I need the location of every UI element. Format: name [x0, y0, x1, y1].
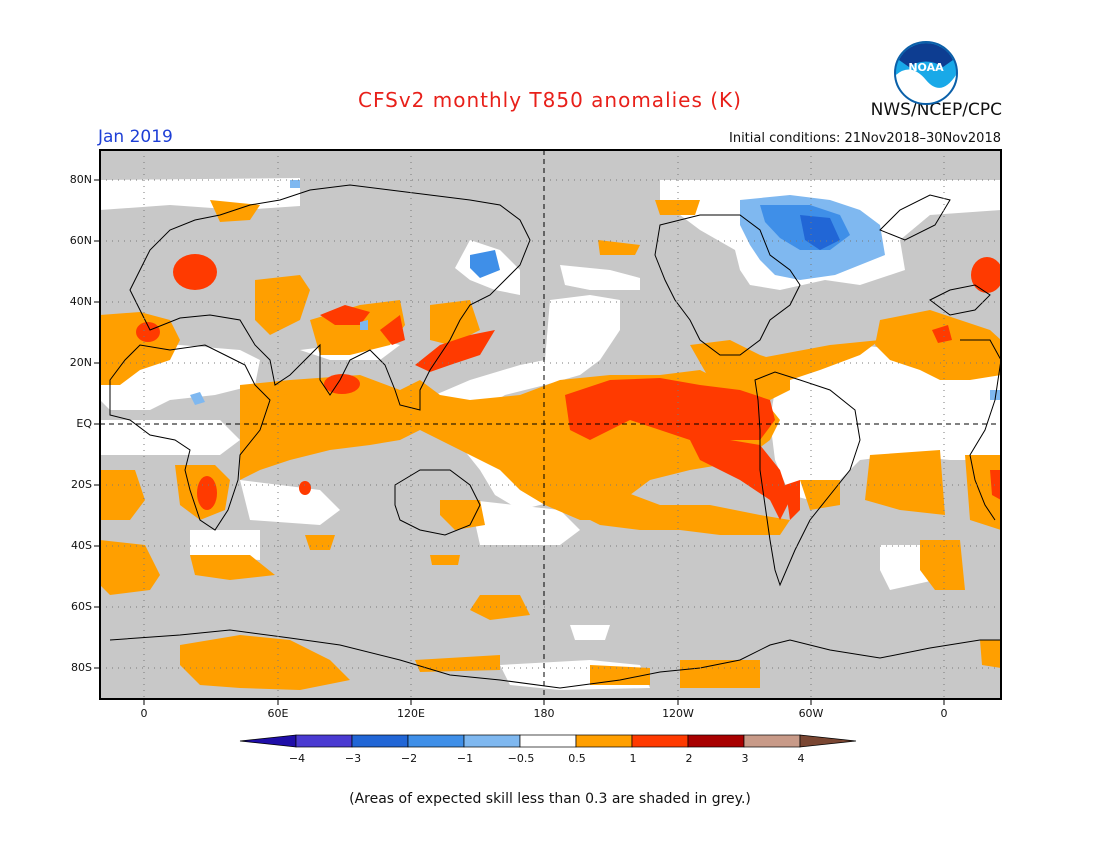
colorbar-swatch	[519, 734, 577, 748]
lon-label: 180	[533, 707, 555, 720]
skill-footnote: (Areas of expected skill less than 0.3 a…	[349, 791, 751, 807]
lat-label: 80S	[71, 661, 92, 674]
colorbar-tick-label: −2	[400, 752, 418, 765]
lat-label: 20N	[69, 356, 92, 369]
map-field	[100, 150, 1001, 699]
colorbar-swatch	[575, 734, 633, 748]
coastlines	[109, 184, 1001, 689]
noaa-logo: NOAA	[894, 41, 958, 105]
axis-ticks	[94, 179, 945, 705]
colorbar-tick-label: −0.5	[507, 752, 535, 765]
colorbar-tick-label: 3	[741, 752, 749, 765]
equator-dateline	[100, 150, 1001, 699]
colorbar-tick-label: 1	[629, 752, 637, 765]
noaa-logo-text: NOAA	[908, 61, 944, 74]
colorbar-swatch	[743, 734, 801, 748]
colorbar-swatch	[295, 734, 353, 748]
colorbar-swatch	[407, 734, 465, 748]
lat-label: 60N	[69, 234, 92, 247]
colorbar-tick-label: 4	[797, 752, 805, 765]
colorbar	[239, 734, 857, 748]
lat-label: 60S	[71, 600, 92, 613]
lon-label: 120E	[397, 707, 425, 720]
colorbar-tick-label: 0.5	[568, 752, 586, 765]
lat-label: 40N	[69, 295, 92, 308]
lat-label: 80N	[69, 173, 92, 186]
colorbar-swatch	[351, 734, 409, 748]
graticule	[100, 150, 1001, 699]
colorbar-tick-label: −3	[344, 752, 362, 765]
lon-label: 60E	[267, 707, 289, 720]
colorbar-swatch	[687, 734, 745, 748]
initial-conditions: Initial conditions: 21Nov2018–30Nov2018	[729, 131, 1001, 146]
agency-label: NWS/NCEP/CPC	[870, 100, 1002, 120]
lat-label: 20S	[71, 478, 92, 491]
lon-label: 120W	[662, 707, 694, 720]
forecast-period: Jan 2019	[98, 127, 173, 147]
lon-label: 0	[140, 707, 148, 720]
lon-label: 60W	[798, 707, 824, 720]
colorbar-swatch	[799, 734, 857, 748]
colorbar-tick-label: −4	[288, 752, 306, 765]
lat-label: EQ	[76, 417, 92, 430]
colorbar-tick-label: 2	[685, 752, 693, 765]
colorbar-swatch	[239, 734, 297, 748]
colorbar-tick-label: −1	[456, 752, 474, 765]
lat-label: 40S	[71, 539, 92, 552]
map-title: CFSv2 monthly T850 anomalies (K)	[358, 88, 742, 112]
lon-label: 0	[940, 707, 948, 720]
colorbar-swatch	[463, 734, 521, 748]
colorbar-swatch	[631, 734, 689, 748]
